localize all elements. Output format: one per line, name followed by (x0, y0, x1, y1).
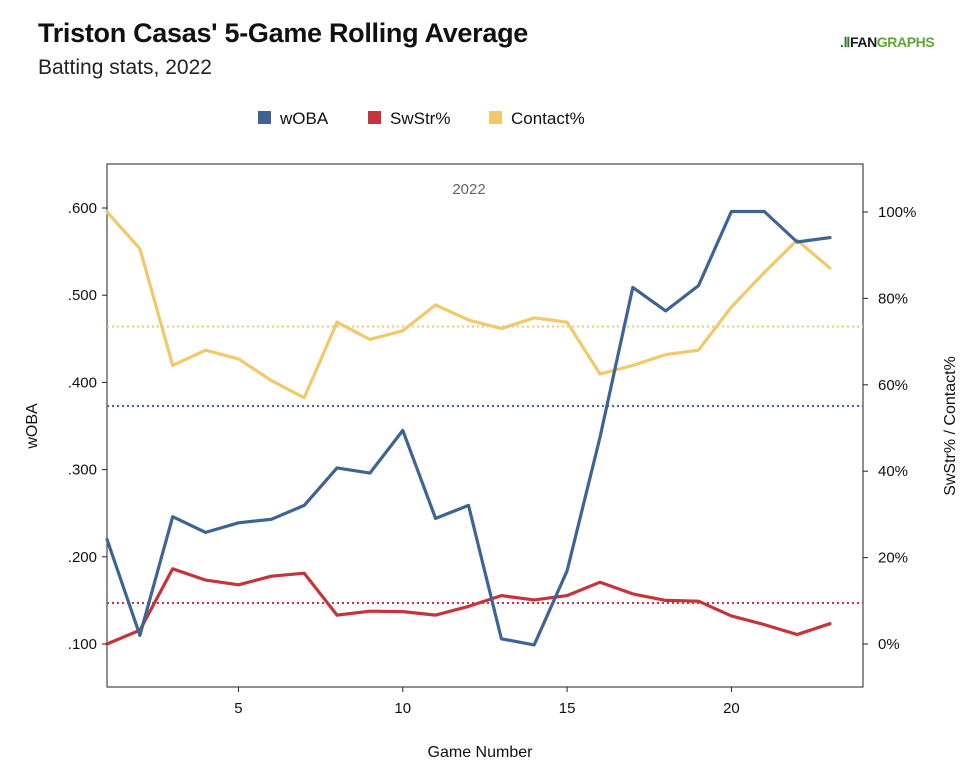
legend-label: Contact% (511, 109, 585, 128)
left-tick-label: .400 (68, 374, 97, 391)
left-tick-label: .500 (68, 287, 97, 304)
right-axis: 0% 20% 40% 60% 80% 100% (863, 204, 916, 653)
x-tick-label: 20 (723, 700, 740, 717)
x-tick-label: 10 (394, 700, 411, 717)
legend-label: SwStr% (390, 109, 450, 128)
left-axis: .100 .200 .300 .400 .500 .600 (68, 200, 107, 653)
x-tick-label: 5 (234, 700, 242, 717)
left-tick-label: .200 (68, 549, 97, 566)
legend-label: wOBA (279, 109, 329, 128)
legend: wOBA SwStr% Contact% (258, 109, 585, 128)
right-tick-label: 20% (878, 550, 908, 567)
x-axis: 5 10 15 20 (234, 687, 740, 717)
left-tick-label: .600 (68, 200, 97, 217)
series-line-woba (105, 209, 832, 647)
left-axis-title: wOBA (24, 403, 41, 450)
legend-swatch (368, 111, 381, 124)
chart-title: Triston Casas' 5-Game Rolling Average (38, 18, 528, 48)
right-tick-label: 80% (878, 290, 908, 307)
x-axis-title: Game Number (428, 744, 534, 761)
right-axis-title: SwStr% / Contact% (942, 356, 959, 496)
left-tick-label: .300 (68, 462, 97, 479)
average-lines (107, 325, 863, 604)
right-tick-label: 100% (878, 204, 916, 221)
left-tick-label: .100 (68, 636, 97, 653)
legend-swatch (258, 111, 271, 124)
series-lines (105, 209, 832, 647)
right-tick-label: 0% (878, 636, 900, 653)
fangraphs-logo: .ⅡFANGRAPHS (840, 34, 935, 50)
right-tick-label: 40% (878, 463, 908, 480)
chart-subtitle: Batting stats, 2022 (38, 56, 212, 79)
plot-frame (106, 163, 864, 688)
facet-label: 2022 (452, 181, 485, 198)
x-tick-label: 15 (559, 700, 576, 717)
right-tick-label: 60% (878, 377, 908, 394)
series-line-contact (105, 210, 832, 400)
series-line-swstr (105, 567, 832, 646)
legend-swatch (489, 111, 502, 124)
